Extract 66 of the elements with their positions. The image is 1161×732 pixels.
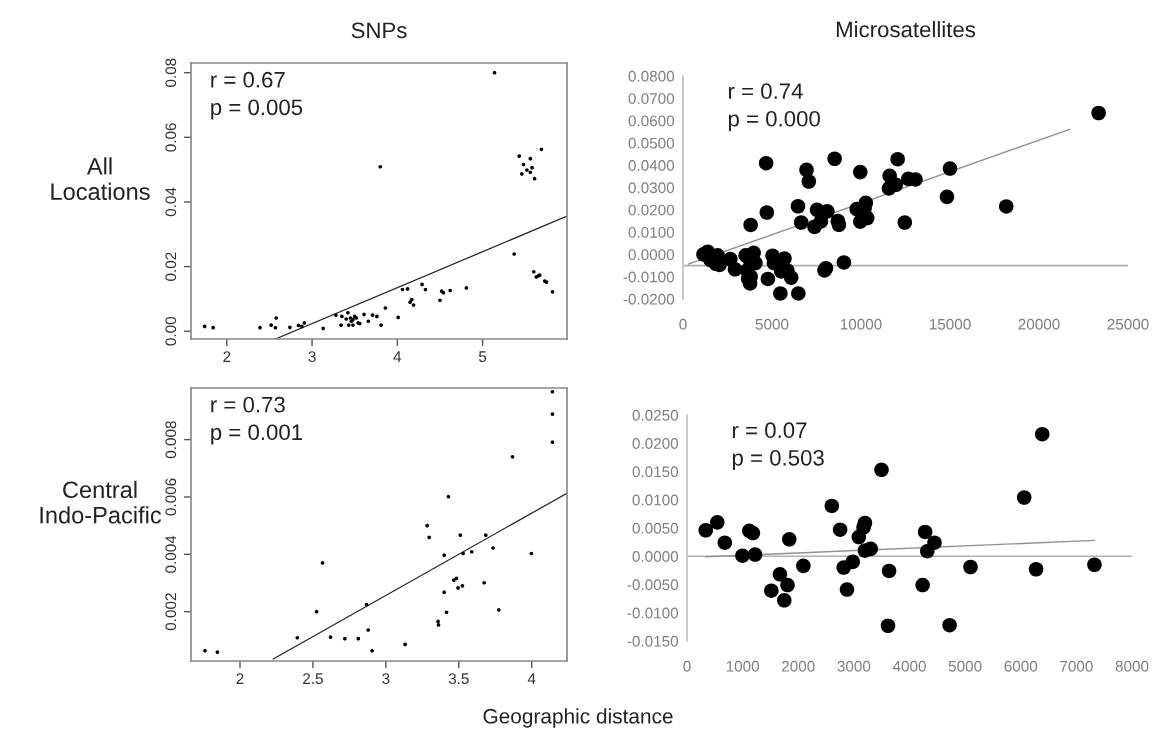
- y-tick-label: 0.0300: [628, 182, 675, 194]
- chart-title: Microsatellites: [836, 21, 976, 38]
- x-tick-label: 0: [679, 318, 687, 330]
- annotation: r = 0.73: [211, 396, 285, 413]
- y-tick-label: -0.0150: [627, 635, 679, 647]
- y-tick-label: -0.0100: [623, 271, 675, 283]
- x-tick-label: 7000: [1060, 660, 1093, 672]
- x-tick-label: 5000: [755, 318, 789, 330]
- annotation: r = 0.07: [732, 422, 807, 439]
- y-tick-label: 0.00: [165, 316, 177, 346]
- x-tick-label: 8000: [1115, 660, 1149, 672]
- x-tick-label: 4000: [892, 660, 926, 672]
- y-tick-label: 0.02: [165, 252, 177, 281]
- y-tick-label: -0.0050: [627, 579, 679, 591]
- x-tick-label: 5000: [948, 660, 982, 672]
- y-tick-label: 0.002: [165, 593, 177, 631]
- y-tick-label: 0.008: [165, 421, 177, 459]
- y-tick-label: 0.06: [165, 123, 177, 152]
- x-tick-label: 2: [236, 673, 244, 684]
- y-tick-label: 0.0500: [628, 137, 675, 149]
- y-tick-label: 0.0700: [628, 93, 675, 104]
- x-tick-label: 6000: [1004, 660, 1038, 672]
- x-tick-label: 4: [393, 351, 402, 362]
- annotation: r = 0.67: [211, 71, 285, 88]
- y-tick-label: 0.08: [165, 58, 177, 87]
- y-tick-label: 0.0200: [628, 204, 675, 216]
- y-axis-title: Central Indo-Pacific: [40, 480, 162, 524]
- x-tick-label: 0: [683, 660, 691, 672]
- y-tick-label: 0.0800: [628, 70, 675, 82]
- x-tick-label: 5: [478, 351, 487, 363]
- y-tick-label: -0.0100: [627, 607, 679, 619]
- y-tick-label: 0.0000: [632, 551, 679, 562]
- annotation: p = 0.503: [732, 449, 824, 471]
- x-tick-label: 3: [382, 673, 390, 685]
- y-tick-label: -0.0200: [623, 293, 675, 305]
- annotation: p = 0.000: [728, 110, 820, 132]
- y-tick-label: 0.0100: [628, 226, 675, 238]
- annotation: r = 0.74: [728, 83, 803, 100]
- x-tick-label: 15000: [929, 318, 971, 330]
- y-tick-label: 0.0200: [632, 438, 679, 449]
- chart-title: SNPs: [351, 22, 407, 39]
- x-tick-label: 4: [527, 673, 536, 684]
- x-tick-label: 10000: [840, 318, 882, 330]
- annotation: p = 0.001: [211, 424, 303, 445]
- y-tick-label: 0.0250: [632, 409, 679, 421]
- x-tick-label: 20000: [1018, 318, 1060, 330]
- x-tick-label: 25000: [1107, 318, 1149, 330]
- y-tick-label: 0.004: [165, 535, 177, 573]
- x-tick-label: 3000: [837, 660, 871, 672]
- y-tick-label: 0.0050: [632, 522, 679, 534]
- y-tick-label: 0.0000: [628, 249, 675, 261]
- x-tick-label: 2: [223, 351, 231, 362]
- x-tick-label: 1000: [726, 660, 760, 672]
- y-tick-label: 0.0150: [632, 466, 679, 478]
- y-axis-title: All Locations: [51, 157, 150, 201]
- x-tick-label: 3: [308, 351, 316, 363]
- x-tick-label: 3.5: [448, 673, 469, 685]
- x-tick-label: 2.5: [303, 673, 323, 685]
- annotation: p = 0.005: [211, 99, 303, 120]
- y-tick-label: 0.0600: [628, 115, 675, 127]
- y-tick-label: 0.006: [165, 478, 177, 516]
- y-tick-label: 0.0400: [628, 160, 675, 171]
- x-axis-title: Geographic distance: [483, 708, 673, 728]
- y-tick-label: 0.0100: [632, 494, 679, 506]
- y-tick-label: 0.04: [165, 187, 177, 217]
- x-tick-label: 2000: [782, 660, 815, 672]
